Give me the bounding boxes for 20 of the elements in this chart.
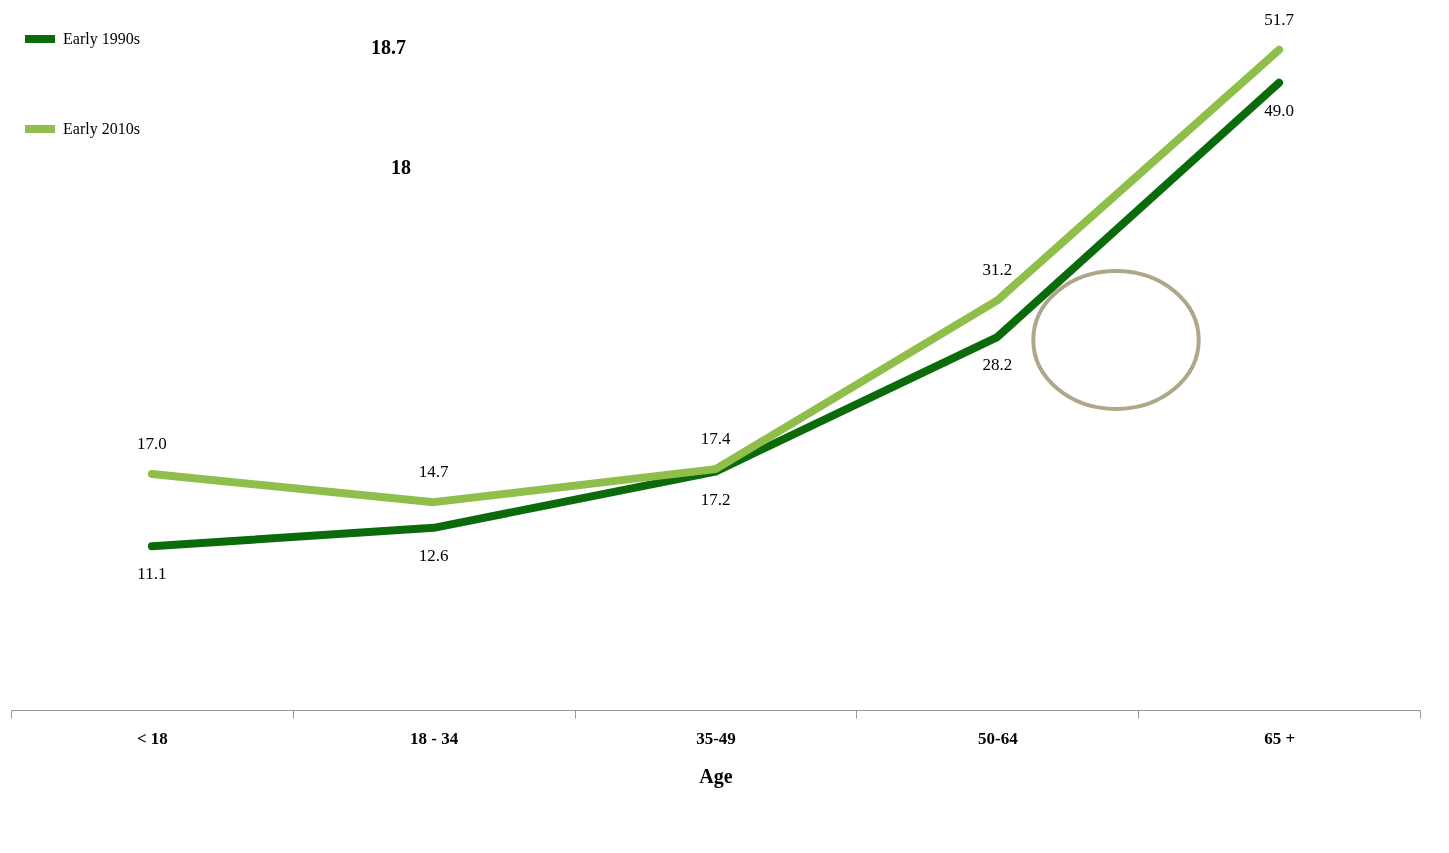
x-tick-label: 35-49 [696,728,736,748]
legend-label: Early 2010s [63,120,140,138]
legend-label: Early 1990s [63,30,140,48]
annotation: 18.7 [371,36,406,58]
data-label: 51.7 [1264,9,1295,29]
data-label: 49.0 [1264,100,1294,120]
data-label: 17.4 [700,429,731,449]
data-label: 28.2 [982,355,1013,375]
data-label: 31.2 [982,260,1013,280]
x-axis-title: Age [699,764,733,788]
data-label: 14.7 [418,462,450,482]
data-label: 12.6 [418,545,449,565]
annotation: 18 [391,156,411,178]
x-tick-label: < 18 [136,728,168,748]
x-tick-label: 50-64 [977,728,1019,748]
x-tick-label: 18 - 34 [410,728,459,748]
data-label: 17.2 [700,489,731,509]
data-label: 17.0 [137,434,167,454]
data-label: 11.1 [137,564,167,584]
x-tick-label: 65 + [1264,728,1296,748]
